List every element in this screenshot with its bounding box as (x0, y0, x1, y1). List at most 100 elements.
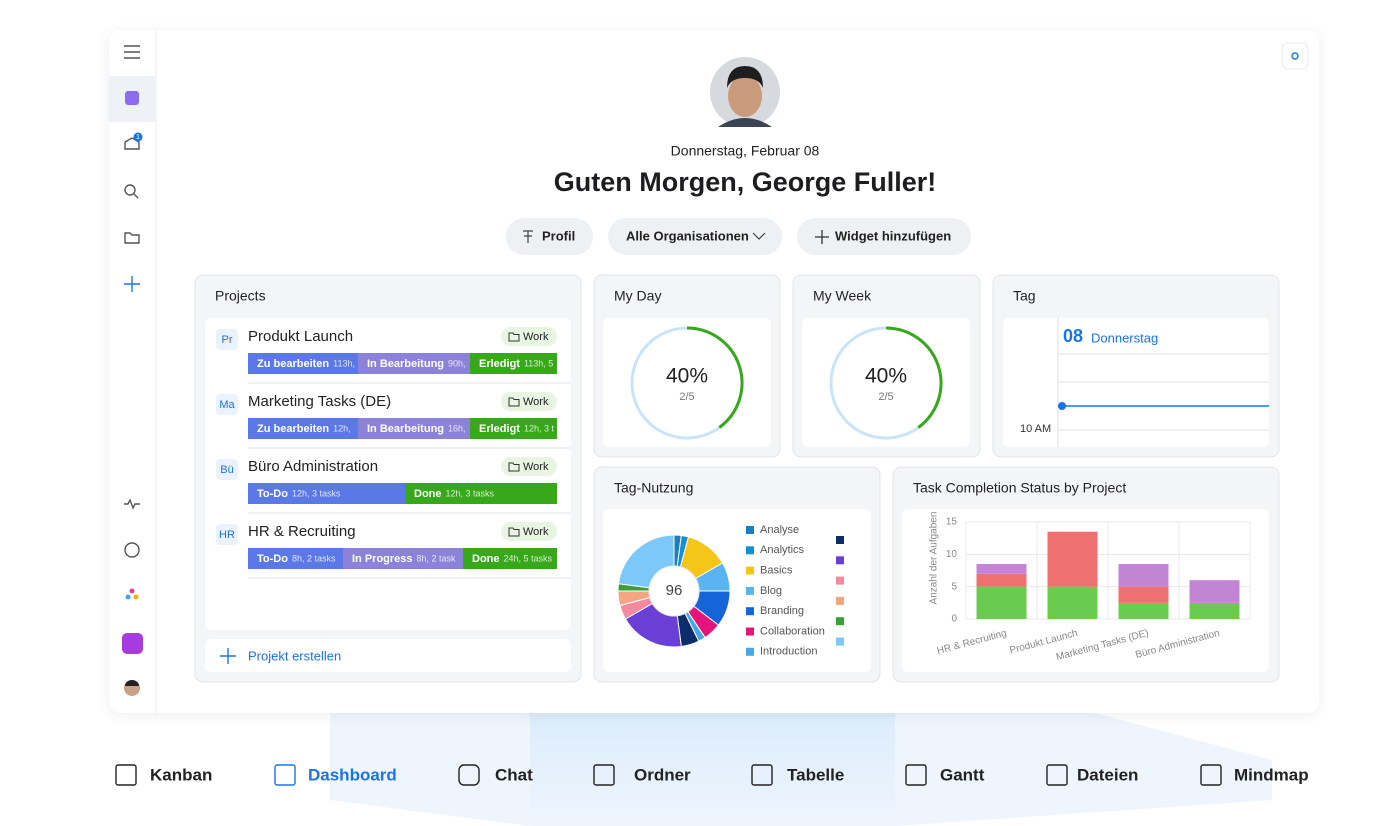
button-orgs[interactable] (608, 218, 782, 255)
tab-label[interactable]: Kanban (150, 765, 212, 784)
tab-label[interactable]: Ordner (634, 765, 691, 784)
focus-icon (1291, 52, 1299, 60)
activity-icon[interactable] (124, 498, 140, 510)
bar-segment (1047, 531, 1098, 587)
project-name[interactable]: Büro Administration (248, 458, 378, 475)
legend-swatch (836, 576, 844, 585)
status-segment (358, 353, 470, 374)
initials-box (216, 329, 238, 350)
menu-icon[interactable] (124, 45, 140, 59)
calendar-lines (1057, 318, 1269, 447)
day-number: 08 (1063, 326, 1083, 346)
legend-swatch (836, 596, 844, 605)
segment-detail: 12h, 3 tasks (292, 488, 341, 498)
tab-icon (1046, 764, 1068, 786)
ring-progress (885, 326, 943, 429)
segment-detail: 12h, (333, 423, 351, 433)
tab-label[interactable]: Tabelle (787, 765, 844, 784)
legend-label: Basics (760, 565, 793, 577)
tag-label: Work (523, 396, 549, 408)
initials: Pr (222, 334, 233, 346)
tab-label[interactable]: Mindmap (1234, 765, 1309, 784)
tag-label: Work (523, 461, 549, 473)
legend-swatch (746, 586, 754, 595)
add-icon[interactable] (124, 276, 140, 292)
initials-box (216, 459, 238, 480)
initials: HR (219, 529, 235, 541)
create-project[interactable]: Projekt erstellen (248, 648, 341, 663)
segment-label: Done (414, 488, 442, 500)
tab-icon (1200, 764, 1222, 786)
panel (603, 318, 771, 447)
segment-label: In Progress (352, 553, 413, 565)
project-name[interactable]: Marketing Tasks (DE) (248, 393, 391, 410)
segment-label: Erledigt (479, 358, 520, 370)
bar-segment (1118, 586, 1169, 603)
legend-swatch (746, 607, 754, 616)
project-name[interactable]: HR & Recruiting (248, 523, 356, 540)
ring-count: 2/5 (679, 391, 694, 403)
bar-segment (1118, 602, 1169, 619)
segment-text: Zu bearbeiten 113h, (257, 358, 355, 370)
tab-icon (593, 764, 615, 786)
segment-label: Zu bearbeiten (257, 423, 329, 435)
sidebar (109, 45, 156, 696)
segment-text: Zu bearbeiten 12h, (257, 423, 351, 435)
legend-swatch (746, 647, 754, 656)
tab-label[interactable]: Gantt (940, 765, 985, 784)
project-name[interactable]: Produkt Launch (248, 328, 353, 345)
ring-value: 40% (865, 365, 907, 388)
segment-label: In Bearbeitung (367, 423, 444, 435)
widget-title: My Day (614, 288, 661, 304)
profile-icon (523, 230, 533, 243)
y-tick-label: 5 (951, 581, 957, 592)
initials: Ma (219, 399, 235, 411)
ring-count: 2/5 (878, 391, 893, 403)
button-label: Profil (542, 228, 575, 243)
status-segment (248, 483, 405, 504)
dashboard-icon[interactable] (125, 91, 139, 105)
button-label: Widget hinzufügen (835, 228, 951, 243)
tab-label[interactable]: Chat (495, 765, 533, 784)
focus-button[interactable] (1281, 42, 1309, 70)
folder-icon[interactable] (124, 232, 140, 244)
legend-swatch (836, 617, 844, 626)
button-widget[interactable] (797, 218, 971, 255)
segment-detail: 24h, 5 tasks (504, 553, 553, 563)
tab-label[interactable]: Dateien (1077, 765, 1138, 784)
y-axis-label: Anzahl der Aufgaben (929, 512, 940, 605)
initials: Bü (220, 464, 233, 476)
now-dot (1058, 402, 1066, 410)
legend-label: Analytics (760, 544, 805, 556)
brand-icon[interactable] (122, 633, 143, 654)
inbox-icon[interactable] (124, 137, 140, 150)
legend-label: Analyse (760, 524, 799, 536)
info-icon[interactable] (124, 542, 140, 558)
segment-detail: 8h, 2 task (417, 553, 457, 563)
segment-text: Done 12h, 3 tasks (414, 488, 495, 500)
search-handle (133, 193, 139, 199)
segment-text: In Bearbeitung 16h, (367, 423, 466, 435)
segment-detail: 113h, (333, 358, 355, 368)
apps-dot[interactable] (129, 588, 135, 594)
panel (205, 639, 571, 672)
y-tick-label: 0 (951, 614, 957, 625)
segment-detail: 16h, (448, 423, 466, 433)
segment-text: In Bearbeitung 90h, (367, 358, 466, 370)
legend-swatch (836, 637, 844, 646)
widget-title: Projects (215, 288, 266, 304)
search-icon[interactable] (124, 184, 136, 196)
button-profile[interactable] (506, 218, 593, 255)
tag-label: Work (523, 526, 549, 538)
y-tick-label: 10 (946, 549, 958, 560)
status-segment (470, 353, 557, 374)
button-label: Alle Organisationen (626, 228, 749, 243)
segment-text: Erledigt 113h, 5 (479, 358, 553, 370)
donut-total: 96 (666, 582, 683, 599)
segment-detail: 8h, 2 tasks (292, 553, 336, 563)
folder-icon (508, 397, 520, 407)
ring-value: 40% (666, 365, 708, 388)
photo-shirt (718, 118, 772, 127)
tab-label[interactable]: Dashboard (308, 765, 397, 784)
plus-icon (220, 648, 236, 664)
